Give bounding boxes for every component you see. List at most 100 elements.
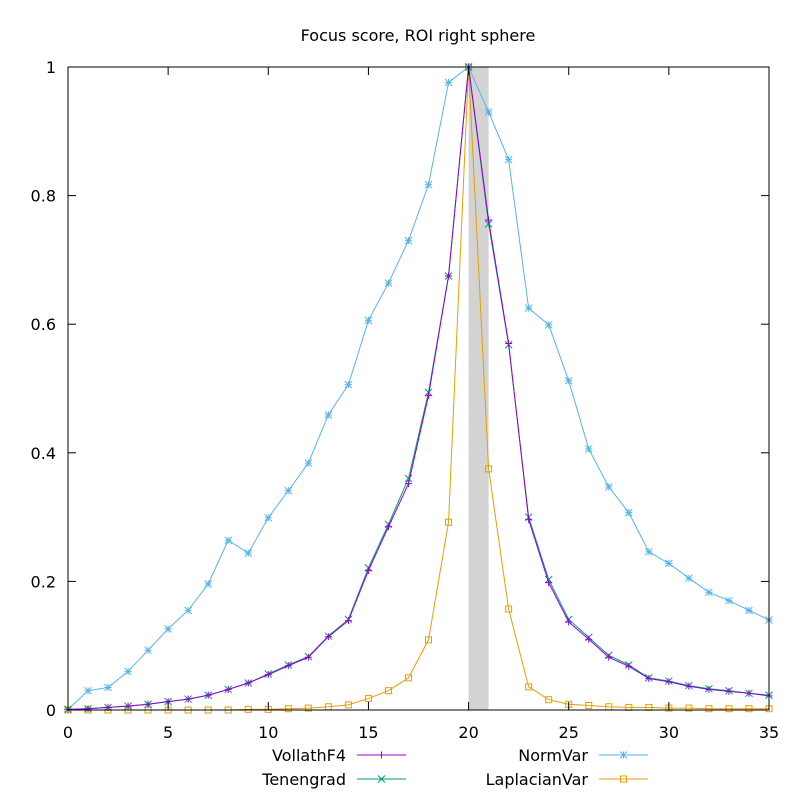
y-tick-label: 0 (46, 701, 56, 720)
x-tick-label: 0 (63, 723, 73, 742)
data-point-vollathf4 (364, 566, 372, 574)
data-point-laplacianvar (745, 705, 753, 713)
data-point-normvar (144, 646, 152, 655)
data-point-laplacianvar (705, 705, 713, 713)
legend: VollathF4 Tenengrad NormVar LaplacianVar (261, 746, 648, 789)
legend-marker (378, 751, 385, 759)
legend-entry-normvar: NormVar (518, 746, 648, 765)
data-point-laplacianvar (545, 696, 553, 704)
data-point-normvar (124, 667, 132, 676)
data-point-laplacianvar (404, 674, 412, 682)
y-tick-label: 0.8 (31, 187, 56, 206)
data-point-vollathf4 (525, 516, 533, 524)
legend-entry-vollathf4: VollathF4 (272, 746, 406, 765)
series-line-laplacianvar (68, 66, 769, 711)
data-point-laplacianvar (304, 704, 312, 712)
data-point-vollathf4 (485, 216, 493, 224)
data-point-vollathf4 (425, 392, 433, 400)
data-point-normvar (264, 513, 273, 522)
data-point-vollathf4 (224, 685, 232, 693)
data-point-normvar (384, 279, 393, 287)
data-point-laplacianvar (525, 683, 533, 691)
data-point-normvar (544, 320, 553, 329)
series-line-tenengrad (67, 66, 770, 710)
data-point-vollathf4 (124, 702, 132, 710)
data-point-normvar (705, 588, 713, 597)
legend-label: LaplacianVar (486, 770, 589, 789)
data-point-normvar (504, 155, 513, 164)
data-point-normvar (204, 580, 213, 588)
data-point-normvar (644, 547, 653, 556)
data-point-tenengrad (484, 220, 493, 228)
data-point-normvar (665, 559, 673, 568)
data-point-normvar (364, 316, 373, 325)
data-point-vollathf4 (204, 691, 212, 699)
data-point-laplacianvar (364, 694, 372, 702)
x-tick-label: 20 (458, 723, 478, 742)
data-point-normvar (324, 411, 333, 419)
data-point-normvar (624, 508, 633, 517)
legend-marker (377, 775, 386, 783)
data-point-vollathf4 (344, 617, 352, 625)
data-point-vollathf4 (324, 633, 332, 641)
data-point-vollathf4 (244, 679, 252, 687)
legend-entry-laplacianvar: LaplacianVar (486, 770, 648, 789)
data-point-laplacianvar (344, 701, 352, 709)
data-point-normvar (104, 683, 112, 692)
legend-label: Tenengrad (261, 770, 346, 789)
data-point-vollathf4 (84, 705, 92, 713)
data-point-vollathf4 (685, 682, 693, 690)
series-line-vollathf4 (67, 66, 770, 710)
data-point-vollathf4 (585, 635, 593, 643)
legend-label: NormVar (518, 746, 588, 765)
data-point-laplacianvar (725, 705, 733, 713)
data-point-normvar (725, 596, 733, 605)
series-line-normvar (67, 66, 770, 710)
data-point-laplacianvar (384, 687, 392, 695)
data-point-normvar (424, 180, 433, 189)
data-point-laplacianvar (485, 465, 493, 473)
y-tick-label: 0.6 (31, 315, 56, 334)
x-tick-label: 5 (163, 723, 173, 742)
x-tick-label: 15 (358, 723, 378, 742)
data-point-vollathf4 (404, 480, 412, 488)
data-point-vollathf4 (184, 695, 192, 703)
data-point-normvar (304, 459, 313, 467)
plot-area (64, 63, 773, 714)
data-point-vollathf4 (144, 700, 152, 708)
data-point-normvar (564, 376, 573, 385)
x-tick-label: 30 (659, 723, 679, 742)
y-tick-label: 0.2 (31, 572, 56, 591)
data-point-normvar (344, 380, 353, 389)
data-point-normvar (484, 108, 493, 116)
axis-ticks: 0 5 10 15 20 25 30 35 0 0.2 0.4 0.6 0.8 1 (31, 58, 780, 742)
data-point-laplacianvar (425, 636, 433, 644)
data-point-normvar (224, 536, 233, 545)
highlight-band (468, 67, 489, 710)
data-point-vollathf4 (745, 689, 753, 697)
data-point-vollathf4 (304, 653, 312, 661)
data-point-normvar (284, 486, 293, 495)
legend-marker (619, 751, 628, 759)
data-point-vollathf4 (505, 339, 513, 347)
legend-marker (620, 775, 627, 783)
data-point-normvar (404, 236, 413, 245)
data-point-normvar (604, 483, 613, 491)
data-point-vollathf4 (284, 662, 292, 670)
data-point-vollathf4 (625, 662, 633, 670)
highlight-band-rect (468, 67, 489, 710)
data-point-normvar (745, 606, 753, 615)
data-point-laplacianvar (284, 705, 292, 713)
data-point-vollathf4 (264, 671, 272, 679)
data-point-laplacianvar (244, 705, 252, 713)
y-tick-label: 1 (46, 58, 56, 77)
data-point-normvar (524, 304, 533, 312)
data-point-normvar (184, 606, 193, 615)
data-point-normvar (685, 574, 693, 583)
chart-title: Focus score, ROI right sphere (301, 26, 536, 45)
data-point-normvar (84, 686, 92, 695)
y-tick-label: 0.4 (31, 444, 56, 463)
x-tick-label: 10 (258, 723, 278, 742)
data-point-normvar (244, 549, 253, 557)
